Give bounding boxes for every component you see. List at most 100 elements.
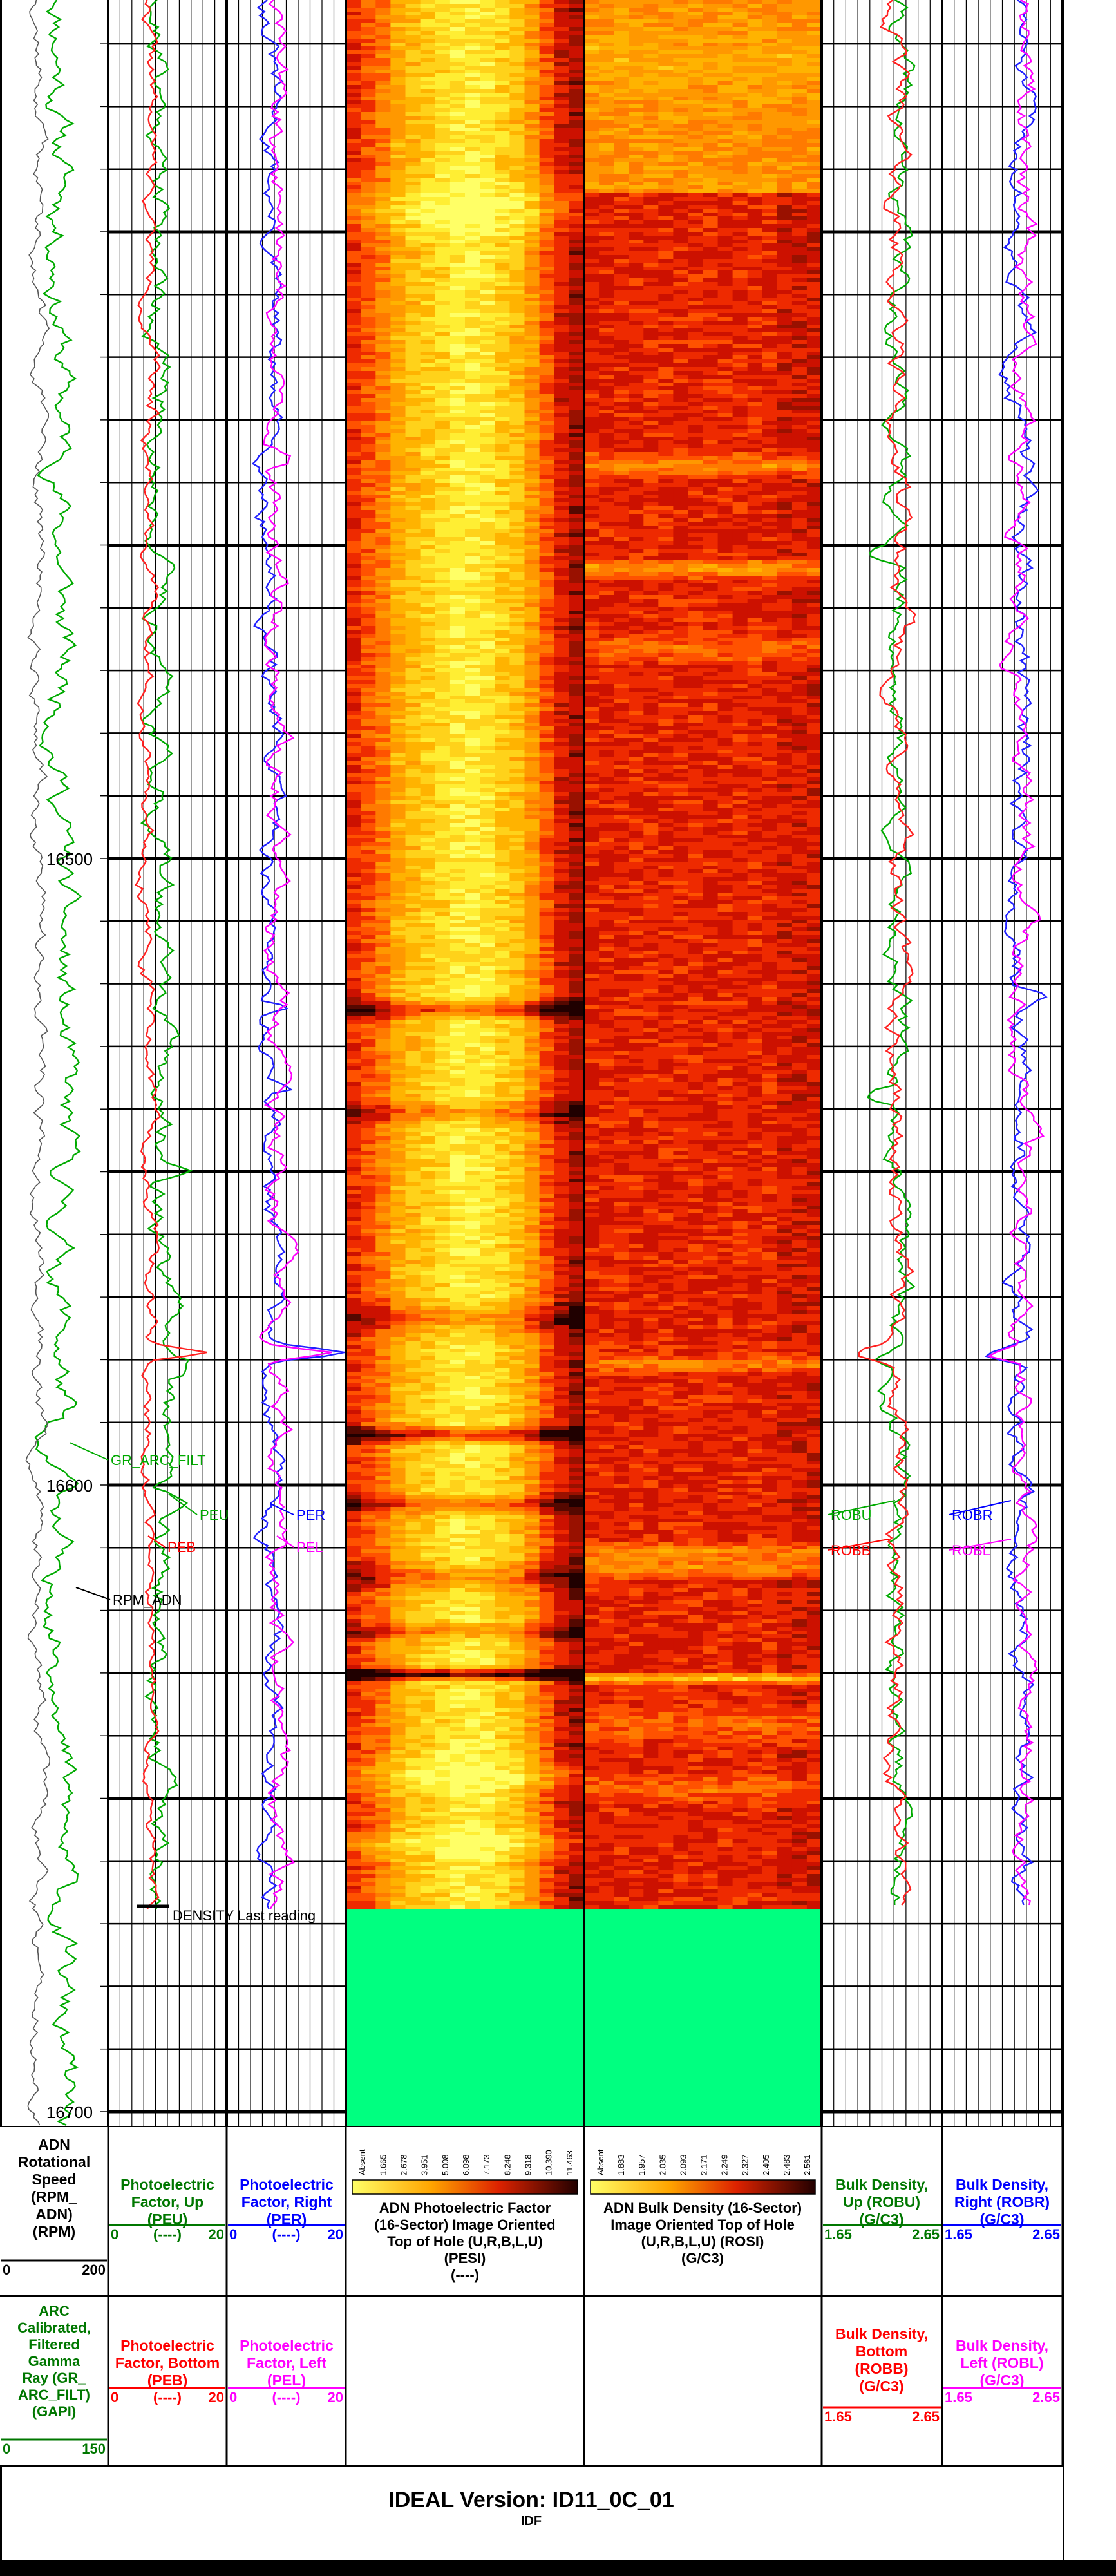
image-cell bbox=[569, 699, 585, 704]
image-cell bbox=[525, 603, 540, 607]
image-cell bbox=[495, 468, 510, 472]
image-cell bbox=[435, 854, 451, 858]
image-cell bbox=[495, 93, 510, 97]
image-cell bbox=[569, 93, 585, 97]
image-cell bbox=[480, 1144, 495, 1148]
image-cell bbox=[495, 209, 510, 213]
image-cell bbox=[540, 1051, 555, 1056]
image-cell bbox=[540, 881, 555, 886]
image-cell bbox=[525, 1012, 540, 1017]
image-cell bbox=[554, 158, 570, 163]
image-cell bbox=[421, 1124, 436, 1129]
image-cell bbox=[465, 116, 480, 120]
image-cell bbox=[480, 526, 495, 530]
image-cell bbox=[406, 197, 421, 202]
image-cell bbox=[435, 313, 451, 317]
image-cell bbox=[480, 765, 495, 770]
image-cell bbox=[480, 916, 495, 920]
image-cell bbox=[450, 487, 466, 491]
image-cell bbox=[569, 240, 585, 244]
image-cell bbox=[525, 904, 540, 909]
image-cell bbox=[480, 726, 495, 731]
image-cell bbox=[495, 151, 510, 155]
image-cell bbox=[361, 1005, 376, 1009]
image-cell bbox=[450, 1094, 466, 1098]
image-cell bbox=[540, 440, 555, 445]
image-cell bbox=[480, 155, 495, 159]
image-cell bbox=[346, 209, 361, 213]
image-cell bbox=[509, 77, 525, 82]
image-cell bbox=[569, 290, 585, 294]
image-cell bbox=[346, 332, 361, 337]
image-cell bbox=[495, 417, 510, 422]
image-cell bbox=[406, 367, 421, 372]
image-cell bbox=[554, 309, 570, 314]
image-cell bbox=[390, 904, 406, 909]
image-cell bbox=[361, 1136, 376, 1141]
image-cell bbox=[435, 1113, 451, 1117]
image-cell bbox=[554, 993, 570, 998]
image-cell bbox=[435, 591, 451, 596]
image-cell bbox=[480, 1132, 495, 1137]
image-cell bbox=[554, 205, 570, 209]
image-cell bbox=[390, 699, 406, 704]
image-cell bbox=[390, 723, 406, 727]
image-cell bbox=[346, 363, 361, 368]
image-cell bbox=[361, 340, 376, 345]
image-cell bbox=[480, 757, 495, 762]
image-cell bbox=[406, 576, 421, 580]
image-cell bbox=[390, 560, 406, 565]
image-cell bbox=[346, 1148, 361, 1152]
image-cell bbox=[361, 1001, 376, 1005]
image-cell bbox=[465, 556, 480, 561]
image-cell bbox=[406, 243, 421, 248]
image-cell bbox=[509, 66, 525, 70]
image-cell bbox=[390, 576, 406, 580]
image-cell bbox=[361, 564, 376, 569]
image-cell bbox=[554, 823, 570, 828]
image-cell bbox=[375, 151, 391, 155]
image-cell bbox=[465, 209, 480, 213]
image-cell bbox=[450, 927, 466, 932]
image-cell bbox=[390, 236, 406, 240]
image-cell bbox=[509, 340, 525, 345]
image-cell bbox=[375, 317, 391, 321]
image-cell bbox=[525, 379, 540, 383]
image-cell bbox=[346, 429, 361, 433]
image-cell bbox=[509, 197, 525, 202]
image-cell bbox=[569, 854, 585, 858]
image-cell bbox=[465, 479, 480, 484]
image-cell bbox=[495, 591, 510, 596]
image-cell bbox=[525, 893, 540, 897]
image-cell bbox=[375, 328, 391, 333]
image-cell bbox=[450, 1009, 466, 1013]
image-cell bbox=[450, 893, 466, 897]
image-cell bbox=[346, 143, 361, 147]
image-cell bbox=[375, 19, 391, 24]
image-cell bbox=[495, 1066, 510, 1071]
image-cell bbox=[450, 39, 466, 43]
image-cell bbox=[525, 761, 540, 766]
image-cell bbox=[361, 27, 376, 32]
image-cell bbox=[509, 951, 525, 955]
image-cell bbox=[375, 325, 391, 329]
image-cell bbox=[435, 692, 451, 696]
image-cell bbox=[540, 1144, 555, 1148]
image-cell bbox=[435, 243, 451, 248]
image-cell bbox=[525, 305, 540, 310]
image-cell bbox=[525, 1105, 540, 1110]
image-cell bbox=[435, 116, 451, 120]
image-cell bbox=[375, 498, 391, 503]
image-cell bbox=[361, 943, 376, 947]
image-cell bbox=[421, 676, 436, 681]
image-cell bbox=[346, 549, 361, 553]
image-cell bbox=[554, 251, 570, 256]
image-cell bbox=[525, 958, 540, 963]
image-cell bbox=[495, 792, 510, 797]
image-cell bbox=[495, 838, 510, 843]
image-cell bbox=[465, 696, 480, 700]
image-cell bbox=[346, 1097, 361, 1102]
image-cell bbox=[525, 243, 540, 248]
image-cell bbox=[406, 1012, 421, 1017]
image-cell bbox=[361, 73, 376, 78]
